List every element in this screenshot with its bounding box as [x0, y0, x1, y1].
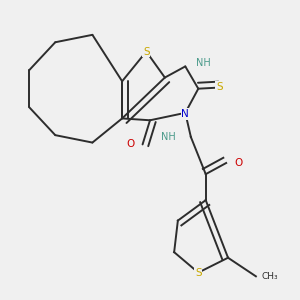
Text: N: N — [182, 109, 189, 119]
Text: NH: NH — [161, 132, 176, 142]
Text: O: O — [234, 158, 242, 168]
Text: CH₃: CH₃ — [262, 272, 278, 281]
Text: S: S — [195, 268, 202, 278]
Text: S: S — [143, 46, 150, 56]
Text: NH: NH — [196, 58, 210, 68]
Text: S: S — [216, 82, 223, 92]
Text: O: O — [127, 140, 135, 149]
